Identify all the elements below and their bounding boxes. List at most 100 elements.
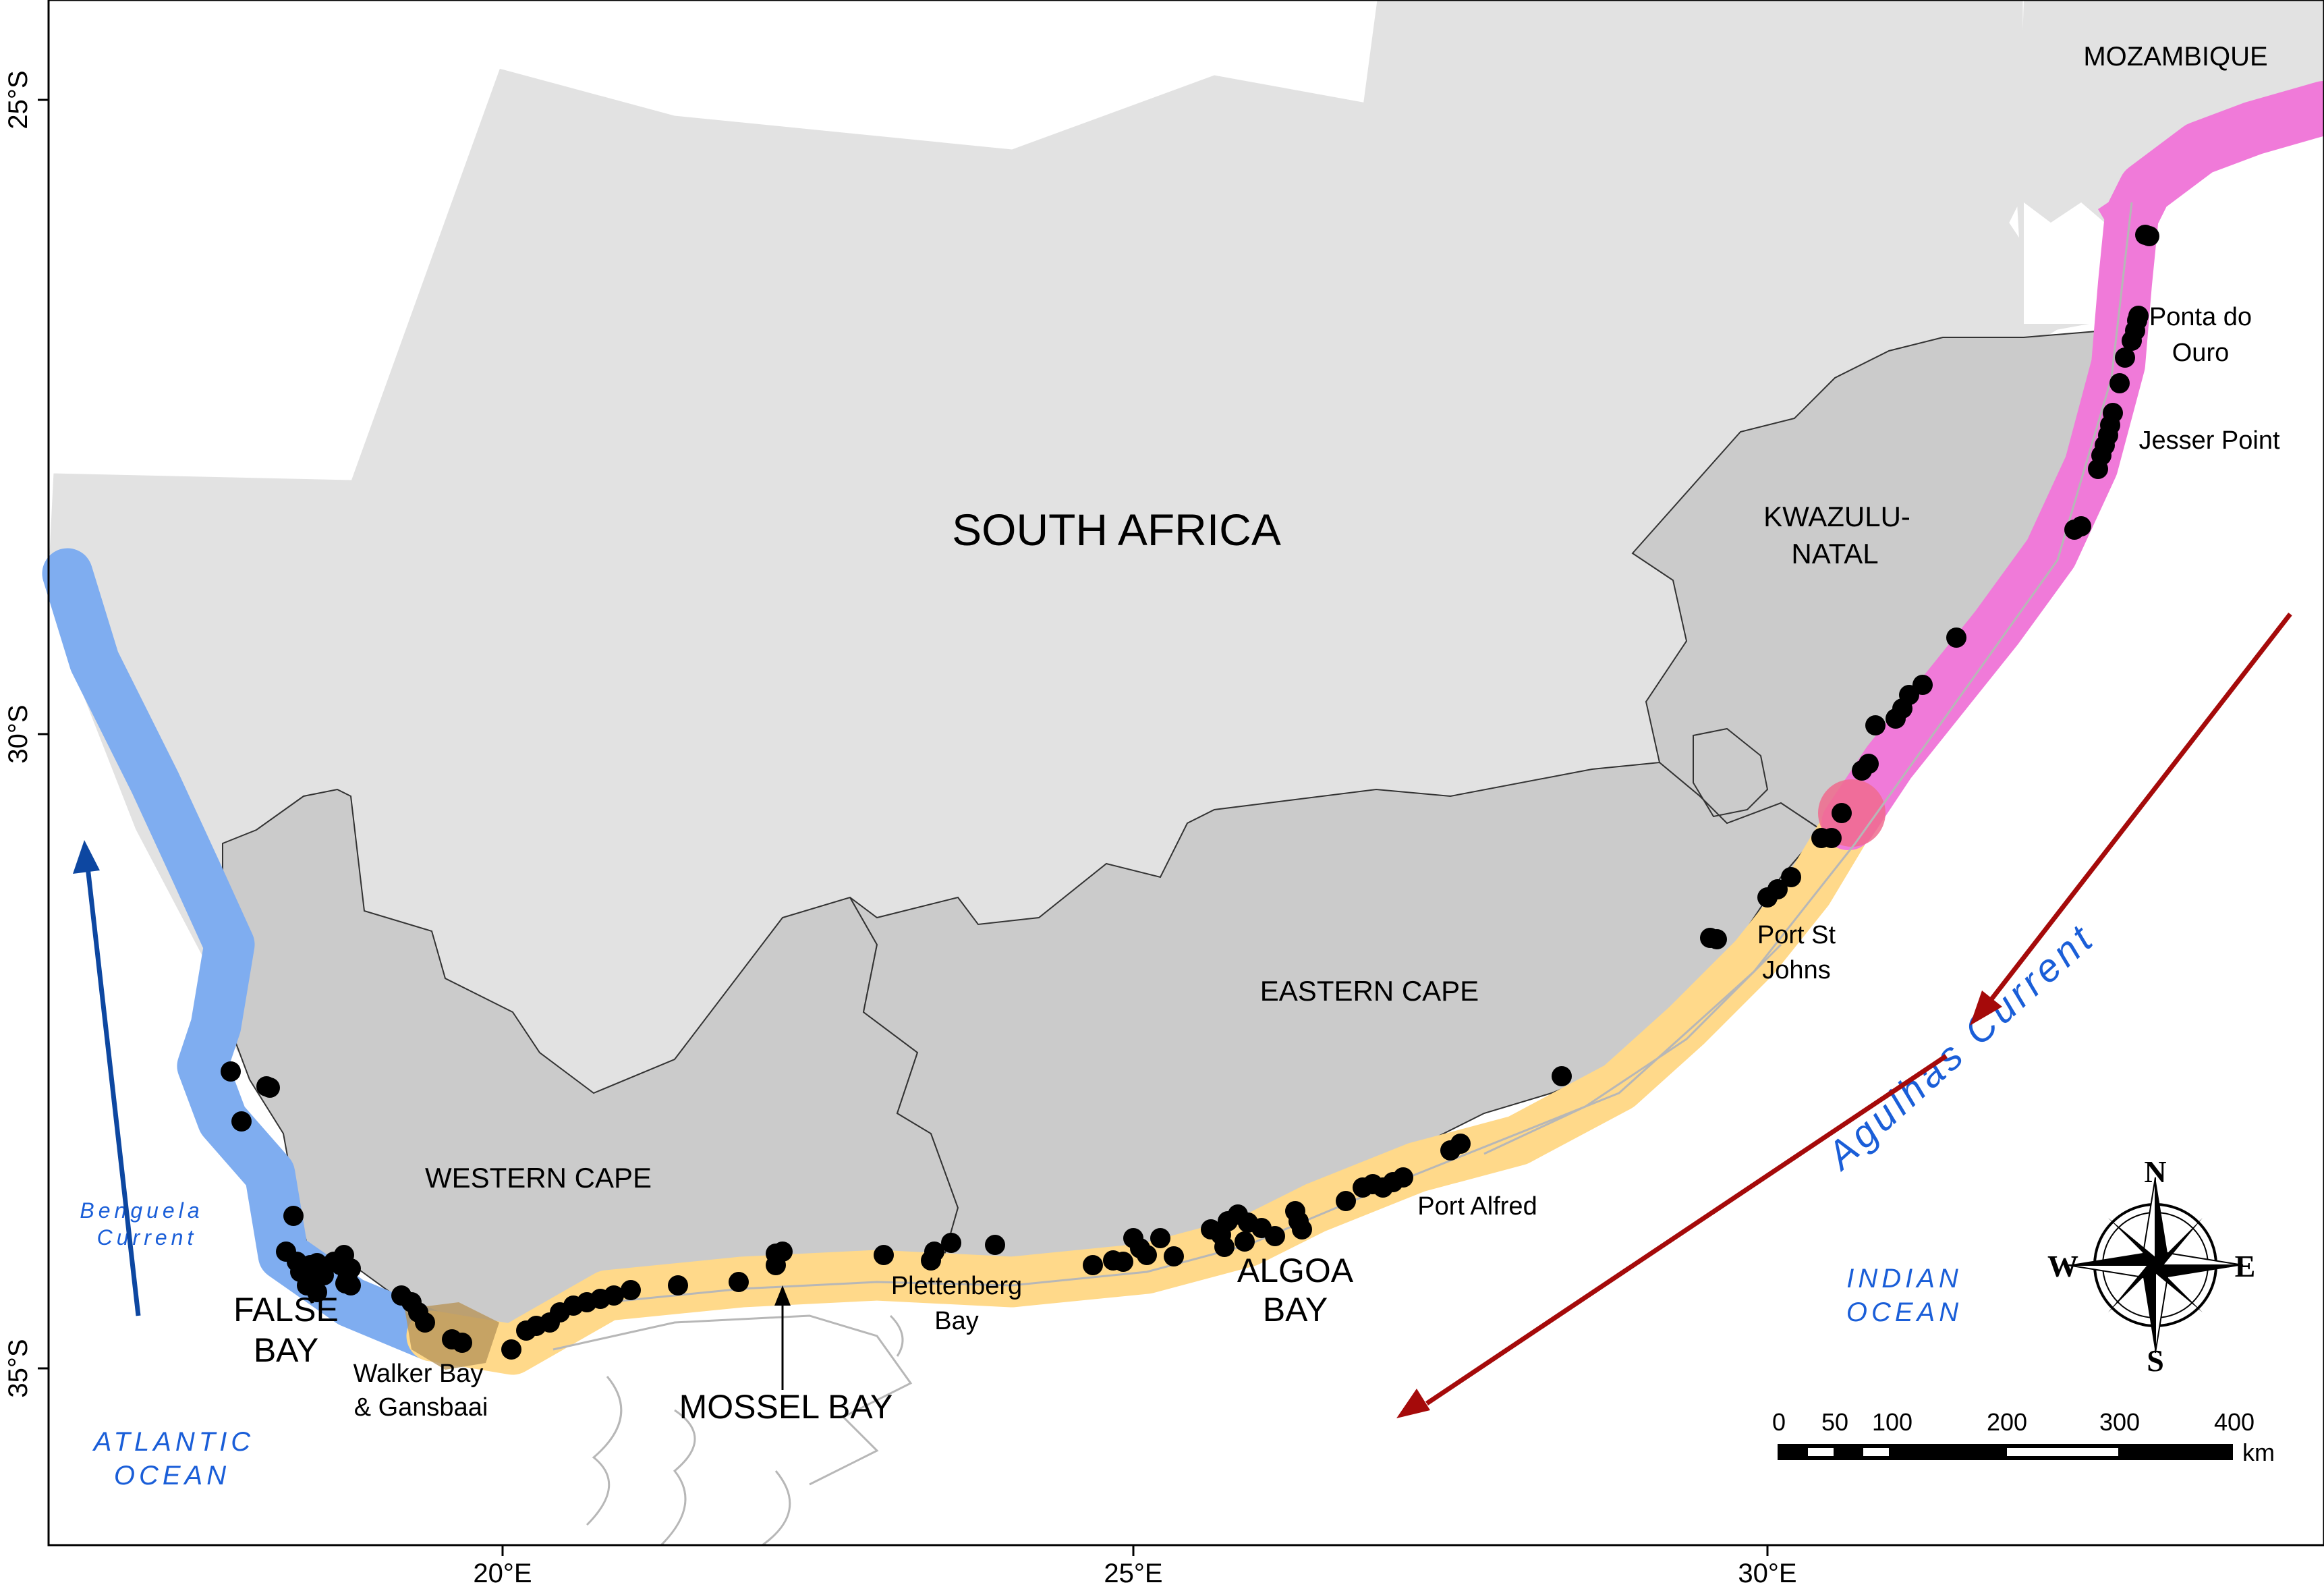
sighting-point	[2071, 516, 2091, 536]
compass-s: S	[2147, 1343, 2164, 1378]
sighting-points	[221, 225, 2159, 1360]
sighting-point	[231, 1111, 252, 1132]
sighting-point	[341, 1275, 361, 1295]
atlantic-ocean-label: ATLANTIC	[92, 1427, 254, 1457]
benguela-current-label: Current	[97, 1225, 198, 1250]
compass-n: N	[2144, 1154, 2166, 1189]
kwazulu-natal-label: NATAL	[1791, 538, 1878, 569]
sighting-point	[1946, 628, 1966, 648]
sighting-point	[1552, 1066, 1572, 1086]
sighting-point	[2128, 306, 2149, 326]
white-gap	[2024, 202, 2118, 324]
lat-tick-label: 25°S	[3, 70, 33, 129]
port-alfred-label: Port Alfred	[1417, 1192, 1537, 1221]
eastern-cape-label: EASTERN CAPE	[1260, 975, 1479, 1007]
sighting-point	[941, 1233, 961, 1253]
lat-tick-label: 30°S	[3, 704, 33, 763]
sighting-point	[1113, 1252, 1133, 1272]
algoa-bay-label: BAY	[1263, 1291, 1328, 1329]
scale-label: 100	[1872, 1408, 1912, 1436]
sighting-point	[621, 1280, 641, 1300]
sighting-point	[1781, 867, 1801, 887]
mozambique-label: MOZAMBIQUE	[2083, 42, 2267, 72]
false-bay-label: BAY	[254, 1331, 318, 1369]
benguela-current-arrowhead	[73, 840, 100, 874]
sighting-point	[1707, 929, 1727, 949]
walker-bay-label: Walker Bay	[353, 1360, 484, 1388]
sighting-point	[307, 1282, 327, 1302]
scale-label: 300	[2099, 1408, 2140, 1436]
compass-w: W	[2047, 1249, 2078, 1283]
kwazulu-natal-label: KWAZULU-	[1763, 501, 1910, 532]
sighting-point	[1292, 1219, 1312, 1239]
sighting-point	[1450, 1134, 1471, 1154]
ponta-do-ouro-label: Ponta do	[2149, 303, 2252, 331]
port-st-johns-label: Johns	[1762, 956, 1830, 984]
scale-unit: km	[2242, 1439, 2275, 1466]
sighting-point	[1214, 1237, 1235, 1257]
sighting-point	[2109, 373, 2130, 393]
sighting-point	[1912, 675, 1933, 695]
lon-tick-label: 30°E	[1738, 1559, 1796, 1588]
port-st-johns-label: Port St	[1757, 921, 1836, 949]
sighting-point	[1083, 1255, 1103, 1275]
sighting-point	[874, 1245, 894, 1265]
agulhas-current-arrow	[1985, 612, 2292, 1007]
sighting-point	[415, 1312, 435, 1333]
benguela-current-arrow	[85, 866, 141, 1316]
agulhas-retroflection-arrow	[1425, 1054, 1948, 1405]
sighting-point	[331, 1255, 351, 1275]
mossel-bay-pointer-head	[774, 1285, 791, 1306]
compass-rose	[2067, 1177, 2244, 1354]
scale-label: 50	[1821, 1408, 1848, 1436]
latitude-axis	[38, 99, 49, 1370]
indian-ocean-label: INDIAN	[1846, 1264, 1962, 1293]
sighting-point	[1859, 754, 1879, 774]
sighting-point	[2115, 347, 2135, 368]
sighting-point	[1235, 1231, 1255, 1252]
sighting-point	[1265, 1226, 1285, 1246]
sighting-point	[985, 1235, 1005, 1255]
sighting-point	[1821, 828, 1842, 848]
sighting-point	[1886, 708, 1906, 729]
ponta-do-ouro-label: Ouro	[2172, 339, 2229, 367]
sighting-point	[283, 1206, 304, 1226]
indian-ocean-label: OCEAN	[1846, 1298, 1962, 1327]
lon-tick-label: 20°E	[473, 1559, 532, 1588]
agulhas-current-label: Agulhas Current	[1817, 915, 2103, 1179]
scale-bar	[1778, 1444, 2233, 1460]
mossel-bay-label: MOSSEL BAY	[679, 1388, 893, 1426]
plettenberg-label: Bay	[934, 1307, 978, 1335]
sighting-point	[452, 1333, 472, 1353]
walker-bay-label: & Gansbaai	[354, 1393, 488, 1422]
sighting-point	[1164, 1246, 1184, 1266]
sighting-point	[1767, 879, 1788, 899]
sighting-point	[921, 1250, 941, 1271]
scale-label: 200	[1987, 1408, 2027, 1436]
country-label: SOUTH AFRICA	[952, 505, 1281, 555]
sighting-point	[668, 1275, 688, 1295]
scale-label: 400	[2214, 1408, 2255, 1436]
lat-tick-label: 35°S	[3, 1339, 33, 1397]
compass-e: E	[2235, 1249, 2256, 1283]
jesser-point-label: Jesser Point	[2138, 426, 2280, 455]
retroflection-arrowhead	[1396, 1389, 1430, 1418]
scale-label: 0	[1772, 1408, 1786, 1436]
sighting-point	[766, 1255, 786, 1275]
sighting-point	[1336, 1191, 1356, 1211]
agulhas-current-arrowhead	[1970, 991, 2002, 1026]
sighting-point	[2103, 403, 2123, 423]
sighting-point	[501, 1339, 521, 1360]
western-cape-label: WESTERN CAPE	[425, 1162, 652, 1194]
sighting-point	[1832, 803, 1852, 823]
sighting-point	[2139, 226, 2159, 246]
sighting-point	[729, 1272, 749, 1292]
sighting-point	[1865, 715, 1886, 735]
algoa-bay-label: ALGOA	[1237, 1252, 1354, 1289]
atlantic-ocean-label: OCEAN	[114, 1461, 230, 1490]
sighting-point	[1393, 1167, 1413, 1188]
longitude-axis	[501, 1545, 1769, 1556]
lesotho-outline	[1693, 727, 1769, 818]
bathymetry-contours	[526, 202, 2133, 1546]
